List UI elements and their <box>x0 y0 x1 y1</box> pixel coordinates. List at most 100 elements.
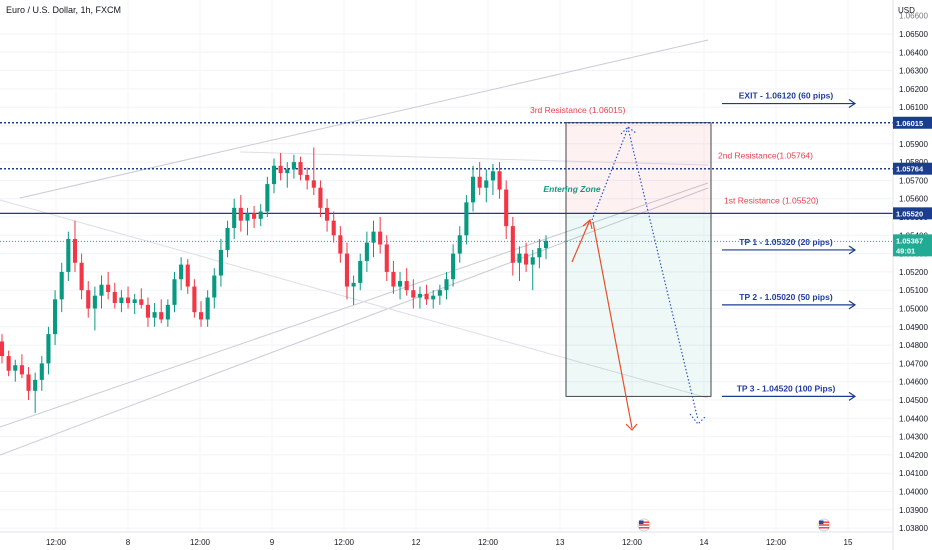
us-flag-icon[interactable] <box>817 518 831 532</box>
candle-body <box>537 248 542 258</box>
resistance-label: 1st Resistance (1.05520) <box>724 195 819 205</box>
candle-body <box>53 299 58 335</box>
candle-body <box>437 290 442 296</box>
candle-body <box>451 253 456 280</box>
trendline <box>0 182 709 428</box>
candle-body <box>397 281 403 287</box>
price-tick-label: 1.04200 <box>899 451 928 460</box>
time-tick-label: 13 <box>556 538 565 547</box>
candle-countdown: 49:01 <box>896 246 915 255</box>
arrow-head-icon <box>848 391 857 401</box>
candle-body <box>238 207 243 221</box>
candle-body <box>152 312 157 318</box>
candle-body <box>351 282 356 287</box>
price-tick-label: 1.03900 <box>899 506 928 515</box>
position-box <box>565 122 712 397</box>
candle-body <box>33 379 38 391</box>
candle-body <box>245 213 250 221</box>
candle-body <box>225 227 230 250</box>
candle-body <box>59 271 64 300</box>
candle-body <box>72 238 78 263</box>
price-tick-label: 1.03800 <box>899 524 928 533</box>
candle-body <box>46 334 51 364</box>
projection-path-solid <box>571 219 591 263</box>
trendline <box>0 187 709 456</box>
candle-body <box>179 264 184 280</box>
projection-path-solid <box>592 221 633 429</box>
candles <box>0 147 549 413</box>
candle-body <box>291 162 296 170</box>
position-box-border <box>565 122 712 397</box>
candle-body <box>484 180 489 188</box>
candle-body <box>517 253 522 263</box>
level-price-tag-text: 1.06015 <box>896 119 923 128</box>
price-tick-label: 1.04600 <box>899 378 928 387</box>
currency-label: USD <box>898 6 915 15</box>
candle-body <box>364 242 369 261</box>
candle-body <box>212 275 217 298</box>
trendline <box>19 39 709 199</box>
candle-body <box>278 165 283 174</box>
candle-body <box>510 226 515 263</box>
candle-body <box>431 295 436 300</box>
candle-body <box>371 231 376 243</box>
target-label: TP 2 - 1.05020 (50 pips) <box>739 292 833 302</box>
candle-body <box>378 231 383 245</box>
candle-body <box>252 213 257 219</box>
candle-body <box>444 279 449 291</box>
target-zone <box>566 213 711 397</box>
candle-body <box>172 279 177 305</box>
candle-body <box>384 244 389 272</box>
candle-body <box>66 238 71 272</box>
candle-body <box>159 312 164 320</box>
price-tick-label: 1.06200 <box>899 85 928 94</box>
candle-body <box>39 363 44 380</box>
candle-body <box>457 235 462 254</box>
candle-body <box>145 304 151 318</box>
price-tick-label: 1.04000 <box>899 488 928 497</box>
candle-body <box>0 341 5 357</box>
candle-body <box>232 207 237 228</box>
time-tick-label: 15 <box>844 538 853 547</box>
candle-body <box>497 171 502 190</box>
price-tick-label: 1.04400 <box>899 414 928 423</box>
time-tick-label: 12:00 <box>478 538 499 547</box>
price-tick-label: 1.05800 <box>899 158 928 167</box>
level-price-tag <box>893 207 932 220</box>
price-tick-label: 1.05200 <box>899 268 928 277</box>
price-tick-label: 1.05600 <box>899 195 928 204</box>
price-tick-label-partial: 1.06600 <box>899 12 928 21</box>
candle-body <box>298 162 303 175</box>
candle-body <box>285 169 290 174</box>
target-label: TP 1 - 1.05320 (20 pips) <box>739 237 833 247</box>
current-price-tag-text: 1.05367 <box>896 236 923 245</box>
price-tick-label: 1.06400 <box>899 48 928 57</box>
annotations: EXIT - 1.06120 (60 pips) TP 1 - 1.05320 (… <box>543 91 857 401</box>
candle-body <box>26 374 31 391</box>
time-tick-label: 9 <box>270 538 275 547</box>
candle-body <box>106 284 111 293</box>
us-flag-icon[interactable] <box>637 518 651 532</box>
candle-body <box>411 290 416 298</box>
trendline <box>239 151 709 166</box>
candle-body <box>192 286 197 313</box>
candle-body <box>305 174 310 181</box>
price-tick-label: 1.05100 <box>899 286 928 295</box>
candle-body <box>19 365 24 375</box>
time-tick-label: 12:00 <box>622 538 643 547</box>
candle-body <box>132 299 137 304</box>
chart-title: Euro / U.S. Dollar, 1h, FXCM <box>6 5 121 15</box>
candle-body <box>543 240 549 249</box>
arrow-head-icon <box>689 413 707 425</box>
candle-body <box>125 297 131 304</box>
price-tick-label: 1.04900 <box>899 323 928 332</box>
candle-body <box>218 249 223 276</box>
level-price-tag <box>893 162 932 175</box>
level-price-tag <box>893 116 932 129</box>
time-axis[interactable]: 12:00 8 12:00 9 12:00 12 12:00 13 12:00 14 12:00 15 <box>0 531 893 547</box>
candle-body <box>198 312 204 320</box>
candle-body <box>6 356 11 371</box>
candle-body <box>99 284 104 296</box>
price-tick-label: 1.04700 <box>899 359 928 368</box>
